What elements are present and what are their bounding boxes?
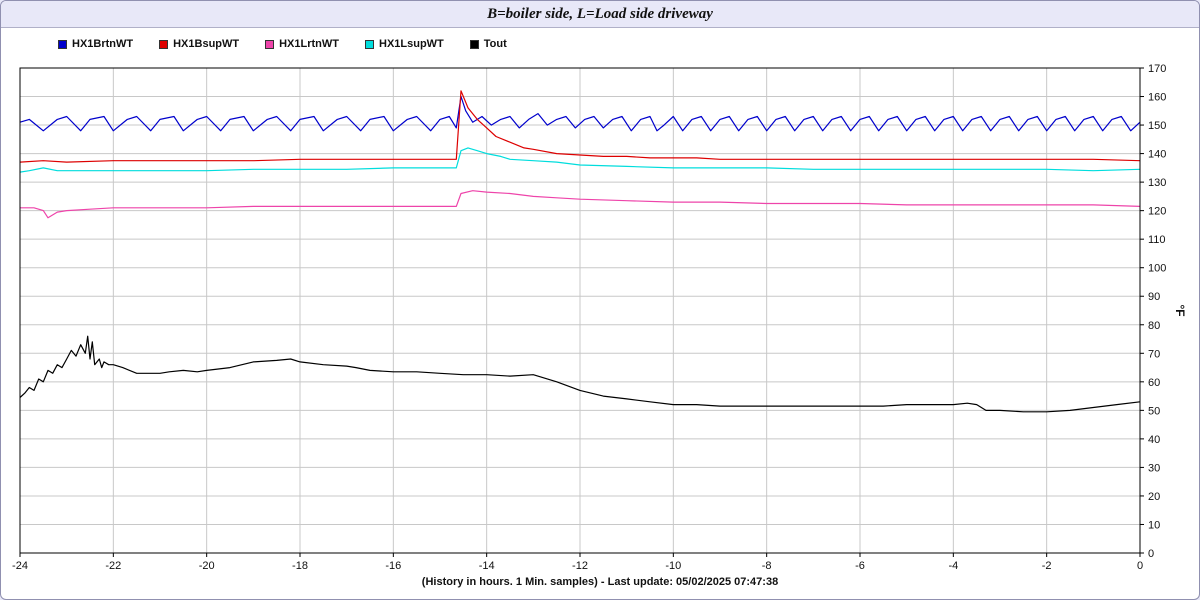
y-tick-label: 80 <box>1148 320 1160 332</box>
y-tick-label: 120 <box>1148 206 1166 218</box>
y-tick-label: 170 <box>1148 63 1166 75</box>
legend-label-hx1lrtnwt: HX1LrtnWT <box>279 38 339 50</box>
series-line-hx1lsupwt <box>19 147 1141 173</box>
legend-swatch-hx1brtnwt <box>58 39 67 49</box>
y-tick-label: 20 <box>1148 491 1160 503</box>
legend-item-hx1bsupwt: HX1BsupWT <box>159 38 239 50</box>
legend-item-hx1lrtnwt: HX1LrtnWT <box>265 38 339 50</box>
legend-item-hx1lsupwt: HX1LsupWT <box>365 38 444 50</box>
series-lines <box>19 90 1141 413</box>
x-axis-label: (History in hours. 1 Min. samples) - Las… <box>421 576 779 588</box>
x-tick-label: -12 <box>572 560 588 572</box>
legend-item-hx1brtnwt: HX1BrtnWT <box>58 38 133 50</box>
y-tick-label: 110 <box>1148 234 1166 246</box>
y-tick-label: 40 <box>1148 434 1160 446</box>
legend-label-hx1bsupwt: HX1BsupWT <box>173 38 240 50</box>
x-tick-label: -4 <box>948 560 958 572</box>
x-tick-label: -22 <box>105 560 121 572</box>
legend-label-hx1lsupwt: HX1LsupWT <box>379 38 444 50</box>
y-tick-label: 10 <box>1148 519 1160 531</box>
axis-ticks: 0 10 20 30 40 50 60 70 80 90 100 110 120 130 140 150 160… <box>12 63 1166 572</box>
legend-swatch-hx1lsupwt <box>365 39 374 49</box>
y-tick-label: 70 <box>1148 348 1160 360</box>
y-tick-label: 100 <box>1148 263 1166 275</box>
y-tick-label: 90 <box>1148 291 1160 303</box>
x-tick-label: -8 <box>762 560 772 572</box>
x-tick-label: -20 <box>199 560 215 572</box>
y-tick-label: 50 <box>1148 405 1160 417</box>
legend-swatch-tout <box>469 39 479 49</box>
series-line-hx1brtnwt <box>19 95 1141 132</box>
legend-label-hx1brtnwt: HX1BrtnWT <box>72 38 134 50</box>
legend-swatch-hx1lrtnwt <box>265 39 275 49</box>
legend-label-tout: Tout <box>483 38 507 50</box>
series-line-hx1bsupwt <box>19 90 1141 163</box>
y-tick-label: 160 <box>1148 92 1166 104</box>
y-tick-label: 150 <box>1148 120 1166 132</box>
x-tick-label: -24 <box>12 560 28 572</box>
grid-lines <box>19 67 1141 554</box>
x-tick-label: -18 <box>292 560 308 572</box>
chart-legend: HX1BrtnWT HX1BsupWT HX1LrtnWT HX1LsupWT … <box>58 36 533 52</box>
y-tick-label: 140 <box>1148 149 1166 161</box>
legend-swatch-hx1bsupwt <box>159 39 169 49</box>
x-tick-label: -14 <box>479 560 495 572</box>
y-tick-label: 60 <box>1148 377 1160 389</box>
x-tick-label: -10 <box>665 560 681 572</box>
y-tick-label: 130 <box>1148 177 1166 189</box>
x-tick-label: 0 <box>1137 560 1143 572</box>
y-axis-label: °F <box>1173 304 1187 316</box>
legend-item-tout: Tout <box>469 38 507 50</box>
chart-title: B=boiler side, L=Load side driveway <box>1 1 1199 28</box>
x-tick-label: -16 <box>385 560 401 572</box>
y-tick-label: 0 <box>1148 548 1154 560</box>
series-line-tout <box>19 335 1141 413</box>
series-line-hx1lrtnwt <box>20 190 1141 219</box>
x-tick-label: -6 <box>855 560 865 572</box>
y-tick-label: 30 <box>1148 462 1160 474</box>
x-tick-label: -2 <box>1042 560 1052 572</box>
